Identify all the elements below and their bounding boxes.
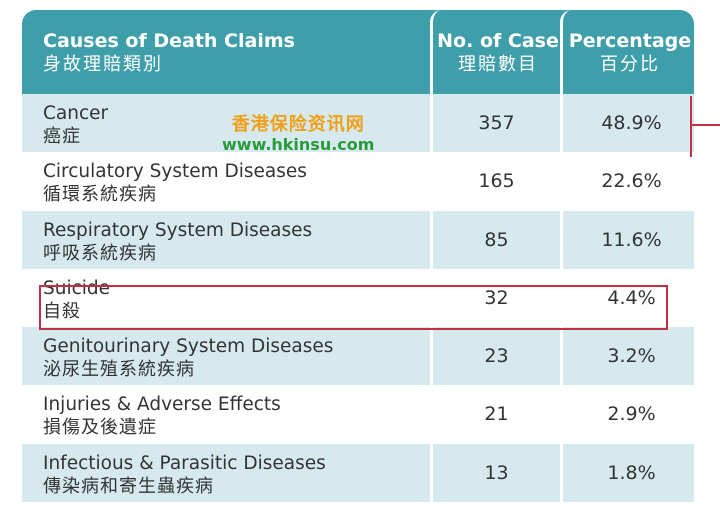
row-cases: 21 <box>484 403 509 426</box>
header-cause-zh: 身故理賠類別 <box>43 54 163 75</box>
row-label-zh: 癌症 <box>43 126 81 147</box>
header-percentage: Percentage 百分比 <box>560 10 697 94</box>
row-label-en: Respiratory System Diseases <box>43 219 313 241</box>
row-label: Injuries & Adverse Effects 損傷及後遺症 <box>43 393 281 439</box>
row-label-zh: 傳染病和寄生蟲疾病 <box>43 475 214 497</box>
row-percentage: 22.6% <box>601 170 662 193</box>
table-row: Respiratory System Diseases 呼吸系統疾病 85 11… <box>22 210 694 269</box>
row-cases: 165 <box>478 170 515 193</box>
cancer-highlight-pointer <box>692 124 720 126</box>
row-label-en: Infectious & Parasitic Diseases <box>43 452 326 474</box>
header-cases-en: No. of Case <box>437 30 559 52</box>
table-row: Cancer 癌症 357 48.9% <box>22 94 694 153</box>
row-label-zh: 損傷及後遺症 <box>43 417 157 439</box>
row-percentage: 11.6% <box>601 228 662 251</box>
table-header: Causes of Death Claims 身故理賠類別 No. of Cas… <box>22 10 694 94</box>
watermark-url: www.hkinsu.com <box>222 135 375 154</box>
row-percentage: 1.8% <box>607 461 656 484</box>
row-cases: 23 <box>484 345 509 368</box>
table-row: Injuries & Adverse Effects 損傷及後遺症 21 2.9… <box>22 385 694 443</box>
row-label-zh: 自殺 <box>43 300 81 322</box>
claims-table: Causes of Death Claims 身故理賠類別 No. of Cas… <box>22 10 694 503</box>
row-cases: 85 <box>484 228 509 251</box>
row-cases: 357 <box>478 112 515 134</box>
row-label: Infectious & Parasitic Diseases 傳染病和寄生蟲疾… <box>43 452 326 498</box>
row-label-en: Cancer <box>43 103 109 124</box>
row-percentage: 48.9% <box>601 112 662 134</box>
row-label: Genitourinary System Diseases 泌尿生殖系統疾病 <box>43 335 333 381</box>
table-row: Circulatory System Diseases 循環系統疾病 165 2… <box>22 152 694 210</box>
header-cases: No. of Case 理賠數目 <box>430 10 563 94</box>
header-cause: Causes of Death Claims 身故理賠類別 <box>22 10 430 94</box>
watermark-text: 香港保险资讯网 <box>231 114 365 135</box>
row-label-en: Circulatory System Diseases <box>43 161 307 183</box>
row-label: Respiratory System Diseases 呼吸系統疾病 <box>43 219 312 265</box>
table-row: Infectious & Parasitic Diseases 傳染病和寄生蟲疾… <box>22 443 694 503</box>
table-row: Suicide 自殺 32 4.4% <box>22 269 694 327</box>
suicide-highlight-box <box>39 285 668 330</box>
row-percentage: 4.4% <box>607 286 656 309</box>
row-label: Cancer 癌症 <box>43 102 108 148</box>
row-label-zh: 循環系統疾病 <box>43 184 157 206</box>
row-percentage: 2.9% <box>607 403 656 426</box>
row-label-en: Suicide <box>43 277 111 299</box>
row-label: Circulatory System Diseases 循環系統疾病 <box>43 160 307 206</box>
row-label-en: Genitourinary System Diseases <box>43 336 334 358</box>
row-label-en: Injuries & Adverse Effects <box>43 394 281 416</box>
header-cause-en: Causes of Death Claims <box>43 30 295 52</box>
header-percentage-zh: 百分比 <box>600 54 660 75</box>
header-cases-zh: 理賠數目 <box>458 54 538 75</box>
row-percentage: 3.2% <box>607 345 656 368</box>
row-label-zh: 呼吸系統疾病 <box>43 242 157 264</box>
row-label-zh: 泌尿生殖系統疾病 <box>43 359 195 381</box>
row-cases: 32 <box>484 286 509 309</box>
cancer-highlight-bracket <box>690 96 692 157</box>
row-label: Suicide 自殺 <box>43 277 110 323</box>
watermark: 香港保险资讯网 www.hkinsu.com <box>222 115 374 155</box>
table-row: Genitourinary System Diseases 泌尿生殖系統疾病 2… <box>22 327 694 386</box>
header-percentage-en: Percentage <box>568 30 692 52</box>
row-cases: 13 <box>484 461 509 484</box>
